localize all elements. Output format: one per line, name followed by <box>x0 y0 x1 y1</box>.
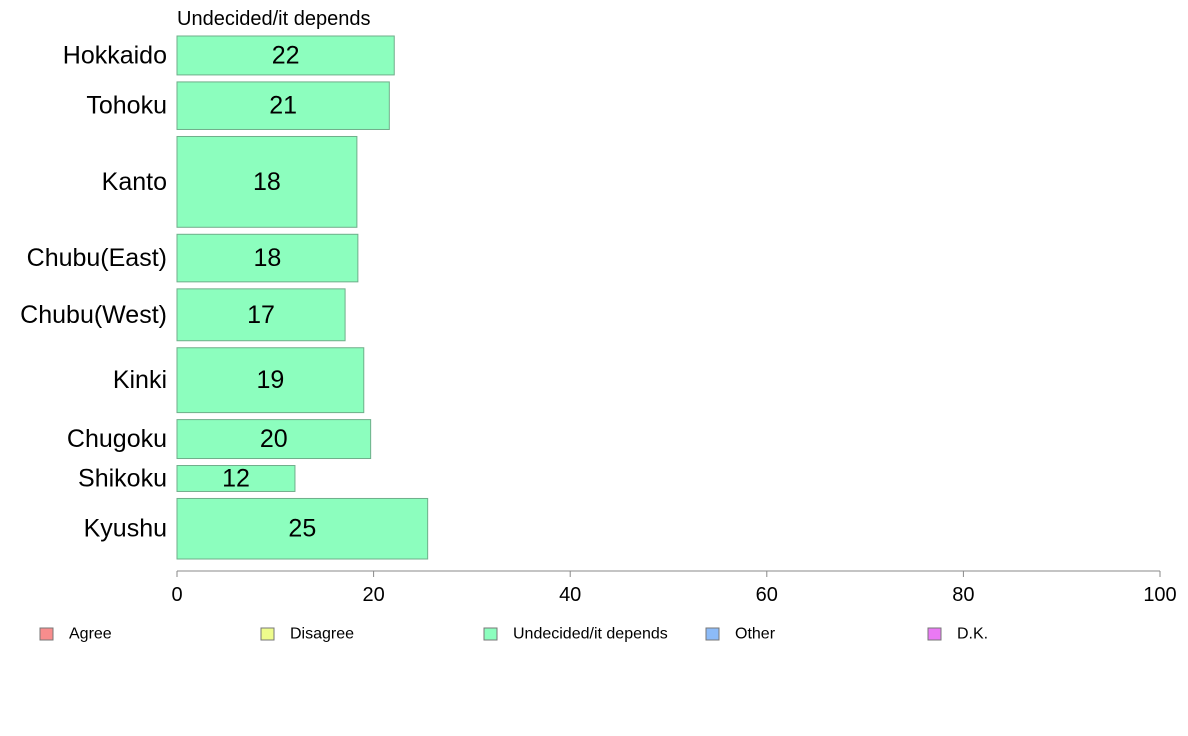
legend-swatch <box>483 627 498 641</box>
category-label: Hokkaido <box>63 41 167 69</box>
legend-swatch <box>705 627 720 641</box>
bar-tohoku <box>176 81 390 130</box>
x-tick-label: 100 <box>1143 584 1176 606</box>
legend-label: Disagree <box>290 626 354 643</box>
bar-value-label: 18 <box>253 168 281 196</box>
bar-kinki <box>176 347 365 414</box>
bar-kyushu <box>176 497 429 560</box>
x-tick-label: 40 <box>559 584 581 606</box>
bar-value-label: 22 <box>272 41 300 69</box>
bar-kanto <box>176 135 358 228</box>
legend-swatch <box>927 627 942 641</box>
x-tick-label: 0 <box>171 584 182 606</box>
legend-swatch <box>39 627 54 641</box>
bar-value-label: 21 <box>269 92 297 120</box>
category-label: Chugoku <box>67 425 167 453</box>
legend-label: Agree <box>69 626 112 643</box>
category-label: Kinki <box>113 366 167 394</box>
bar-chugoku <box>176 419 372 460</box>
legend-label: Undecided/it depends <box>513 626 668 643</box>
bars-group: Hokkaido 22 Tohoku 21 Kanto 18 Chubu(East) 18 Ch… <box>20 35 429 560</box>
chart-title: Undecided/it depends <box>177 8 370 30</box>
x-tick-label: 80 <box>952 584 974 606</box>
x-tick-label: 20 <box>362 584 384 606</box>
bar-value-label: 12 <box>222 464 250 492</box>
legend: Agree Disagree Undecided/it depends Other D.… <box>39 626 988 643</box>
category-label: Chubu(West) <box>20 301 167 329</box>
x-tick-label: 60 <box>756 584 778 606</box>
bar-shikoku <box>176 465 296 492</box>
bar-value-label: 25 <box>288 515 316 543</box>
legend-label: D.K. <box>957 626 988 643</box>
category-label: Shikoku <box>78 464 167 492</box>
bar-value-label: 19 <box>256 366 284 394</box>
bar-chubu-east- <box>176 233 359 283</box>
x-axis: 0 20 40 60 80 100 <box>171 570 1177 606</box>
bar-value-label: 18 <box>254 244 282 272</box>
category-label: Chubu(East) <box>27 244 167 272</box>
category-label: Tohoku <box>86 92 167 120</box>
bar-chubu-west- <box>176 288 346 342</box>
bar-value-label: 20 <box>260 425 288 453</box>
category-label: Kanto <box>102 168 167 196</box>
category-label: Kyushu <box>84 515 167 543</box>
bar-hokkaido <box>176 35 395 76</box>
bar-value-label: 17 <box>247 301 275 329</box>
legend-swatch <box>260 627 275 641</box>
legend-label: Other <box>735 626 776 643</box>
